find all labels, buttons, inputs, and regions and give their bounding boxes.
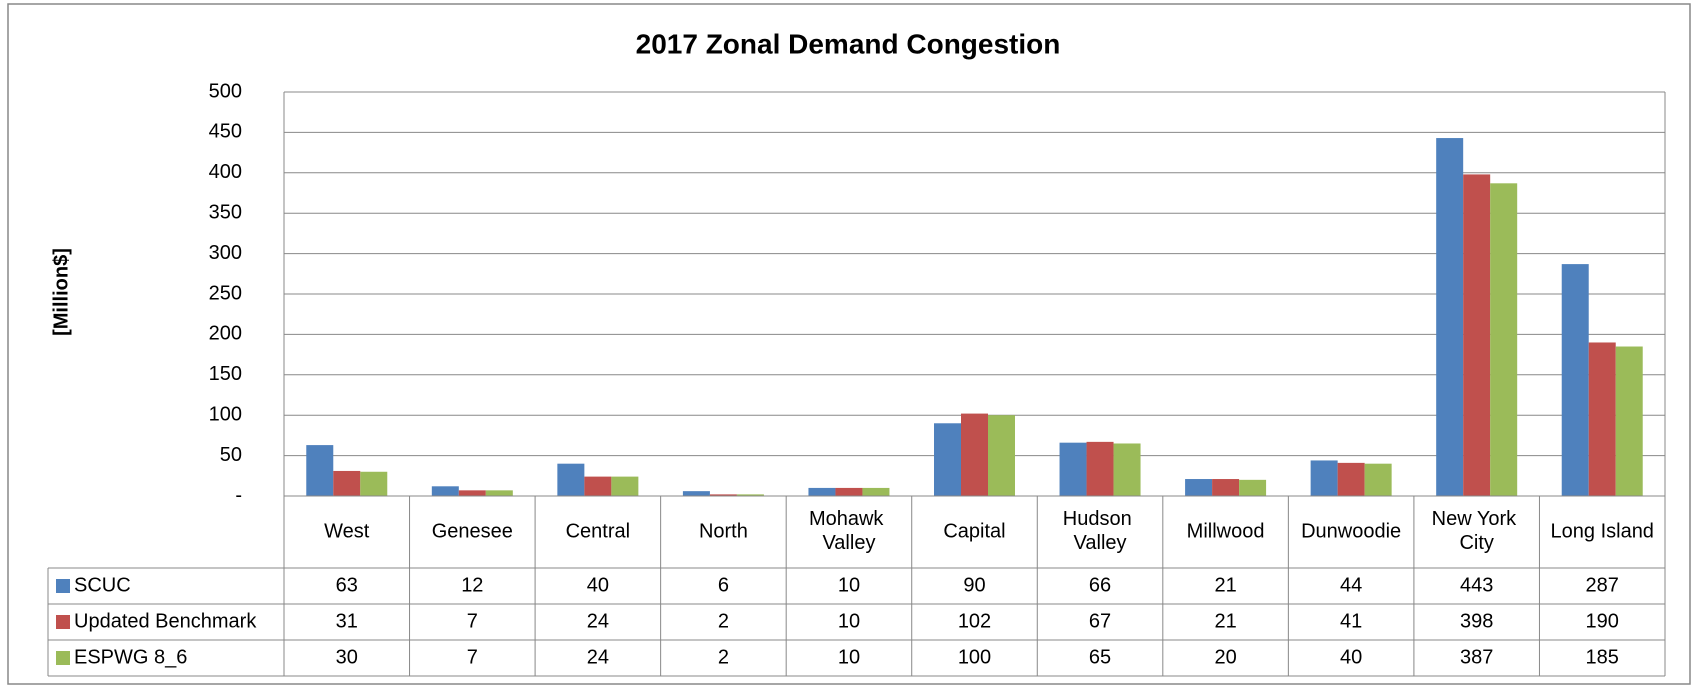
table-value: 190	[1586, 610, 1619, 632]
bar	[1463, 174, 1491, 496]
category-label: Dunwoodie	[1301, 520, 1401, 542]
table-value: 40	[1340, 646, 1362, 668]
bar	[988, 415, 1015, 496]
table-value: 6	[718, 574, 729, 596]
table-value: 398	[1460, 610, 1493, 632]
table-value: 7	[467, 646, 478, 668]
category-label: Central	[566, 520, 630, 542]
bar	[1113, 443, 1141, 496]
category-label: New York City	[1432, 508, 1522, 554]
y-tick-label: 200	[209, 323, 242, 345]
table-value: 100	[958, 646, 991, 668]
table-value: 10	[838, 574, 860, 596]
category-label: Capital	[943, 520, 1005, 542]
legend-swatch	[56, 615, 70, 629]
bar	[808, 487, 836, 496]
table-value: 21	[1214, 574, 1236, 596]
bar	[1436, 138, 1464, 496]
table-value: 7	[467, 610, 478, 632]
table-value: 66	[1089, 574, 1111, 596]
bar	[835, 487, 863, 496]
bar	[934, 423, 961, 496]
bar	[736, 494, 764, 496]
y-tick-label: 300	[209, 242, 242, 264]
bar	[1185, 479, 1213, 496]
y-axis-label: [Million$]	[50, 248, 72, 336]
table-value: 443	[1460, 574, 1493, 596]
bar	[584, 476, 612, 496]
table-value: 387	[1460, 646, 1493, 668]
category-label: Millwood	[1187, 520, 1265, 542]
bar	[611, 476, 639, 496]
bar	[557, 463, 585, 496]
category-label: Genesee	[432, 520, 513, 542]
table-value: 10	[838, 610, 860, 632]
category-label: West	[324, 520, 370, 542]
table-value: 41	[1340, 610, 1362, 632]
table-value: 65	[1089, 646, 1111, 668]
bar	[458, 490, 486, 496]
table-value: 2	[718, 646, 729, 668]
bar	[862, 487, 890, 496]
legend-label: ESPWG 8_6	[74, 646, 187, 668]
bar	[1337, 462, 1365, 496]
table-value: 63	[336, 574, 358, 596]
bar	[682, 491, 710, 496]
legend-label: SCUC	[74, 574, 131, 596]
table-value: 30	[336, 646, 358, 668]
chart-border	[7, 3, 1691, 685]
table-value: 67	[1089, 610, 1111, 632]
legend-label: Updated Benchmark	[74, 610, 257, 632]
bar	[333, 470, 361, 496]
y-tick-label: 100	[209, 403, 242, 425]
table-value: 44	[1340, 574, 1362, 596]
bar	[1086, 441, 1114, 496]
bar	[1059, 442, 1087, 496]
table-value: 24	[587, 610, 609, 632]
table-value: 2	[718, 610, 729, 632]
y-tick-label: 450	[209, 121, 242, 143]
table-value: 90	[963, 574, 985, 596]
bar	[485, 490, 513, 496]
table-value: 287	[1586, 574, 1619, 596]
bar	[1310, 460, 1338, 496]
category-label: Long Island	[1551, 520, 1654, 542]
table-value: 21	[1214, 610, 1236, 632]
table-value: 12	[461, 574, 483, 596]
y-tick-label: -	[235, 484, 242, 506]
bar	[431, 486, 459, 496]
y-tick-label: 500	[209, 80, 242, 102]
category-label: North	[699, 520, 748, 542]
bar	[1615, 346, 1643, 496]
table-value: 24	[587, 646, 609, 668]
category-label: Hudson Valley	[1063, 508, 1138, 554]
bar	[1561, 264, 1589, 496]
bar	[1364, 463, 1392, 496]
table-value: 20	[1214, 646, 1236, 668]
bar	[1588, 342, 1616, 496]
bar	[360, 471, 388, 496]
y-tick-label: 50	[220, 444, 242, 466]
legend-swatch	[56, 579, 70, 593]
bar	[306, 445, 334, 496]
bar	[709, 494, 737, 496]
y-tick-label: 250	[209, 282, 242, 304]
table-value: 10	[838, 646, 860, 668]
y-tick-label: 350	[209, 201, 242, 223]
bar	[1490, 183, 1518, 496]
table-value: 185	[1586, 646, 1619, 668]
table-value: 40	[587, 574, 609, 596]
category-label: Mohawk Valley	[809, 508, 889, 554]
bar	[1212, 479, 1240, 496]
table-value: 31	[336, 610, 358, 632]
y-tick-label: 150	[209, 363, 242, 385]
bar	[961, 413, 988, 496]
chart-title: 2017 Zonal Demand Congestion	[636, 28, 1061, 59]
y-tick-label: 400	[209, 161, 242, 183]
bar	[1239, 479, 1267, 496]
legend-swatch	[56, 651, 70, 665]
table-value: 102	[958, 610, 991, 632]
